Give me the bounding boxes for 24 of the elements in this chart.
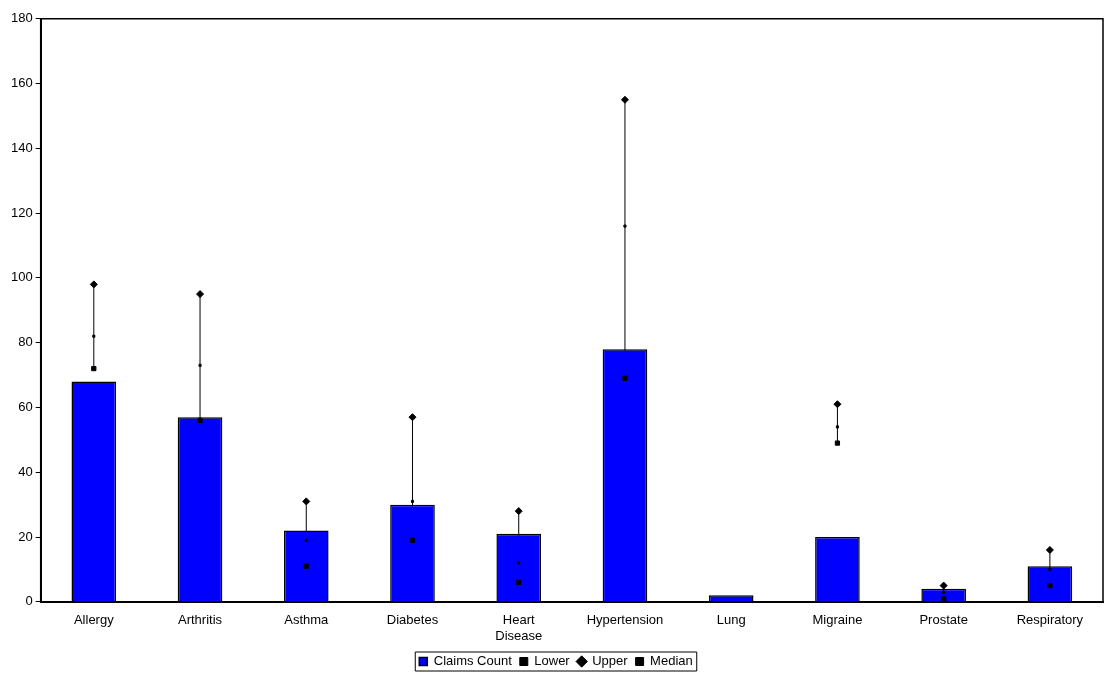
y-tick-label: 20 [18,528,33,544]
y-tick-label: 120 [10,204,33,220]
legend-label: Claims Count [433,653,513,669]
y-tick-label: 60 [18,399,33,415]
x-tick-label: Lung [716,612,746,628]
y-tick-label: 80 [18,334,33,350]
y-tick-label: 100 [10,269,33,285]
y-tick-label: 140 [10,139,33,155]
x-tick-label: Hypertension [586,612,664,628]
y-tick-label: 160 [10,75,33,91]
x-tick-label: Asthma [284,612,330,628]
x-tick-label: Arthritis [178,612,223,628]
x-tick-label: Prostate [919,612,968,628]
x-tick-label: Diabetes [386,612,439,628]
y-tick-label: 0 [25,593,33,609]
legend-label: Upper [592,653,629,669]
x-tick-label: Heart Disease [495,612,543,643]
y-tick-label: 40 [18,463,33,479]
y-tick-label: 180 [10,10,33,26]
legend-label: Lower [534,653,571,669]
legend-label: Median [650,653,693,669]
x-tick-label: Migraine [812,612,863,628]
x-tick-label: Respiratory [1016,612,1084,628]
x-tick-label: Allergy [73,612,115,628]
